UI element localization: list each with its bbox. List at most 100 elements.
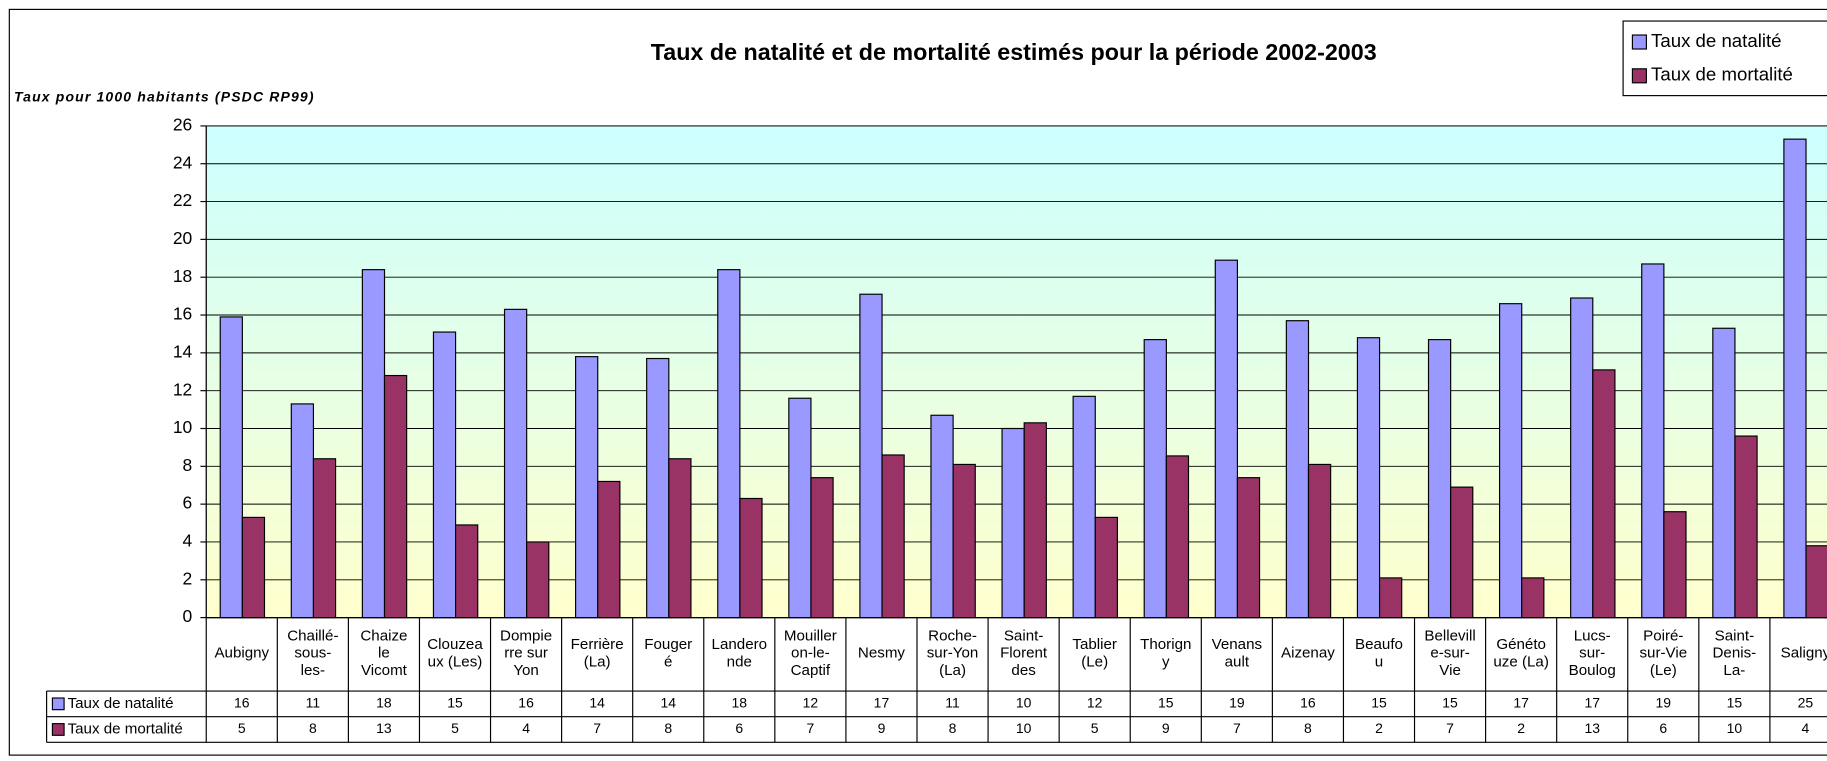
bar bbox=[1285, 320, 1310, 619]
legend-key bbox=[1631, 68, 1647, 84]
bar bbox=[1712, 327, 1736, 619]
y-tick-label: 24 bbox=[173, 152, 193, 172]
bar bbox=[1094, 516, 1118, 619]
bar bbox=[383, 374, 408, 619]
bar bbox=[881, 454, 905, 619]
bar bbox=[1805, 545, 1827, 619]
table-value: 2 bbox=[1517, 720, 1525, 736]
table-value: 15 bbox=[1442, 695, 1458, 711]
x-tick-label: Chaillé-sous-les- bbox=[287, 627, 338, 679]
bar bbox=[526, 541, 550, 619]
x-tick-label: Clouzea ux (Les) bbox=[427, 636, 483, 670]
bar bbox=[432, 331, 457, 619]
table-value: 17 bbox=[1513, 695, 1529, 711]
table-value: 7 bbox=[806, 720, 814, 736]
table-value: 6 bbox=[1659, 720, 1667, 736]
bar bbox=[1236, 477, 1261, 619]
table-value: 14 bbox=[589, 695, 605, 711]
x-tick-label: Lucs-sur-Boulog bbox=[1569, 627, 1616, 679]
table-value: 16 bbox=[518, 695, 534, 711]
bar bbox=[1356, 337, 1381, 619]
y-tick-label: 10 bbox=[173, 417, 193, 437]
table-row-header: Taux de natalité bbox=[68, 695, 174, 712]
bar bbox=[1214, 259, 1239, 619]
bar bbox=[1592, 369, 1616, 619]
table-row-header: Taux de mortalité bbox=[68, 720, 183, 737]
x-tick-label: Généto uze (La) bbox=[1493, 636, 1549, 670]
legend-label: Taux de natalité bbox=[1651, 30, 1781, 51]
table-value: 9 bbox=[1162, 720, 1170, 736]
x-tick-label: Nesmy bbox=[858, 645, 905, 662]
y-tick-label: 0 bbox=[183, 606, 193, 626]
bar bbox=[1378, 577, 1403, 619]
table-value: 25 bbox=[1798, 695, 1814, 711]
y-tick-label: 16 bbox=[173, 304, 192, 324]
table-value: 19 bbox=[1656, 695, 1672, 711]
table-value: 7 bbox=[1233, 720, 1241, 736]
x-tick-label: Mouiller on-le-Captif bbox=[784, 627, 837, 679]
bar bbox=[930, 414, 954, 619]
table-value: 2 bbox=[1375, 720, 1383, 736]
table-value: 8 bbox=[1304, 720, 1312, 736]
table-value: 9 bbox=[878, 720, 886, 736]
y-tick-label: 8 bbox=[183, 455, 193, 475]
bar bbox=[1072, 395, 1096, 619]
bar bbox=[290, 403, 315, 619]
table-value: 14 bbox=[660, 695, 676, 711]
bar bbox=[1143, 339, 1167, 619]
table-value: 13 bbox=[1584, 720, 1600, 736]
table-value: 11 bbox=[306, 695, 321, 711]
bar bbox=[1663, 511, 1687, 619]
x-tick-label: Aizenay bbox=[1281, 645, 1335, 662]
table-value: 8 bbox=[664, 720, 672, 736]
x-tick-label: Tablier (Le) bbox=[1072, 636, 1117, 670]
x-tick-label: Roche-sur-Yon (La) bbox=[927, 627, 979, 679]
bar bbox=[788, 397, 812, 619]
bar bbox=[739, 497, 763, 619]
table-value: 12 bbox=[803, 695, 819, 711]
x-tick-label: Chaize le Vicomt bbox=[360, 627, 407, 679]
bar bbox=[575, 356, 599, 619]
table-value: 15 bbox=[1158, 695, 1174, 711]
table-legend-key bbox=[51, 697, 65, 711]
bar bbox=[597, 480, 621, 619]
table-value: 8 bbox=[949, 720, 957, 736]
y-tick-label: 12 bbox=[173, 379, 192, 399]
table-legend-key bbox=[51, 723, 65, 736]
bar bbox=[1165, 455, 1190, 619]
y-tick-label: 18 bbox=[173, 266, 192, 286]
table-value: 10 bbox=[1016, 720, 1032, 736]
bar bbox=[1450, 486, 1474, 619]
x-tick-label: Fouger é bbox=[644, 636, 692, 670]
bar bbox=[810, 477, 834, 619]
bar bbox=[1521, 577, 1545, 619]
table-value: 15 bbox=[1727, 695, 1743, 711]
table-value: 4 bbox=[522, 720, 530, 736]
x-tick-label: Beaufo u bbox=[1355, 636, 1403, 670]
bar bbox=[1499, 303, 1523, 619]
legend-box bbox=[1622, 20, 1827, 97]
bar bbox=[1734, 435, 1758, 619]
bar bbox=[1570, 297, 1594, 619]
table-value: 18 bbox=[376, 695, 392, 711]
table-value: 10 bbox=[1727, 720, 1743, 736]
y-tick-label: 14 bbox=[173, 341, 193, 361]
bar bbox=[952, 463, 976, 619]
bar bbox=[668, 458, 692, 619]
x-tick-label: Poiré-sur-Vie (Le) bbox=[1639, 627, 1687, 679]
table-value: 15 bbox=[1371, 695, 1387, 711]
bar bbox=[859, 293, 883, 619]
y-tick-label: 4 bbox=[183, 531, 193, 551]
bar bbox=[1427, 339, 1452, 619]
table-value: 5 bbox=[238, 720, 246, 736]
table-value: 18 bbox=[732, 695, 748, 711]
bar bbox=[1783, 138, 1807, 619]
x-tick-label: Saligny bbox=[1781, 645, 1827, 662]
table-value: 5 bbox=[451, 720, 459, 736]
table-value: 7 bbox=[1446, 720, 1454, 736]
x-tick-label: Saint-Denis-La- bbox=[1713, 627, 1757, 679]
legend-key bbox=[1631, 34, 1647, 50]
table-value: 19 bbox=[1229, 695, 1245, 711]
